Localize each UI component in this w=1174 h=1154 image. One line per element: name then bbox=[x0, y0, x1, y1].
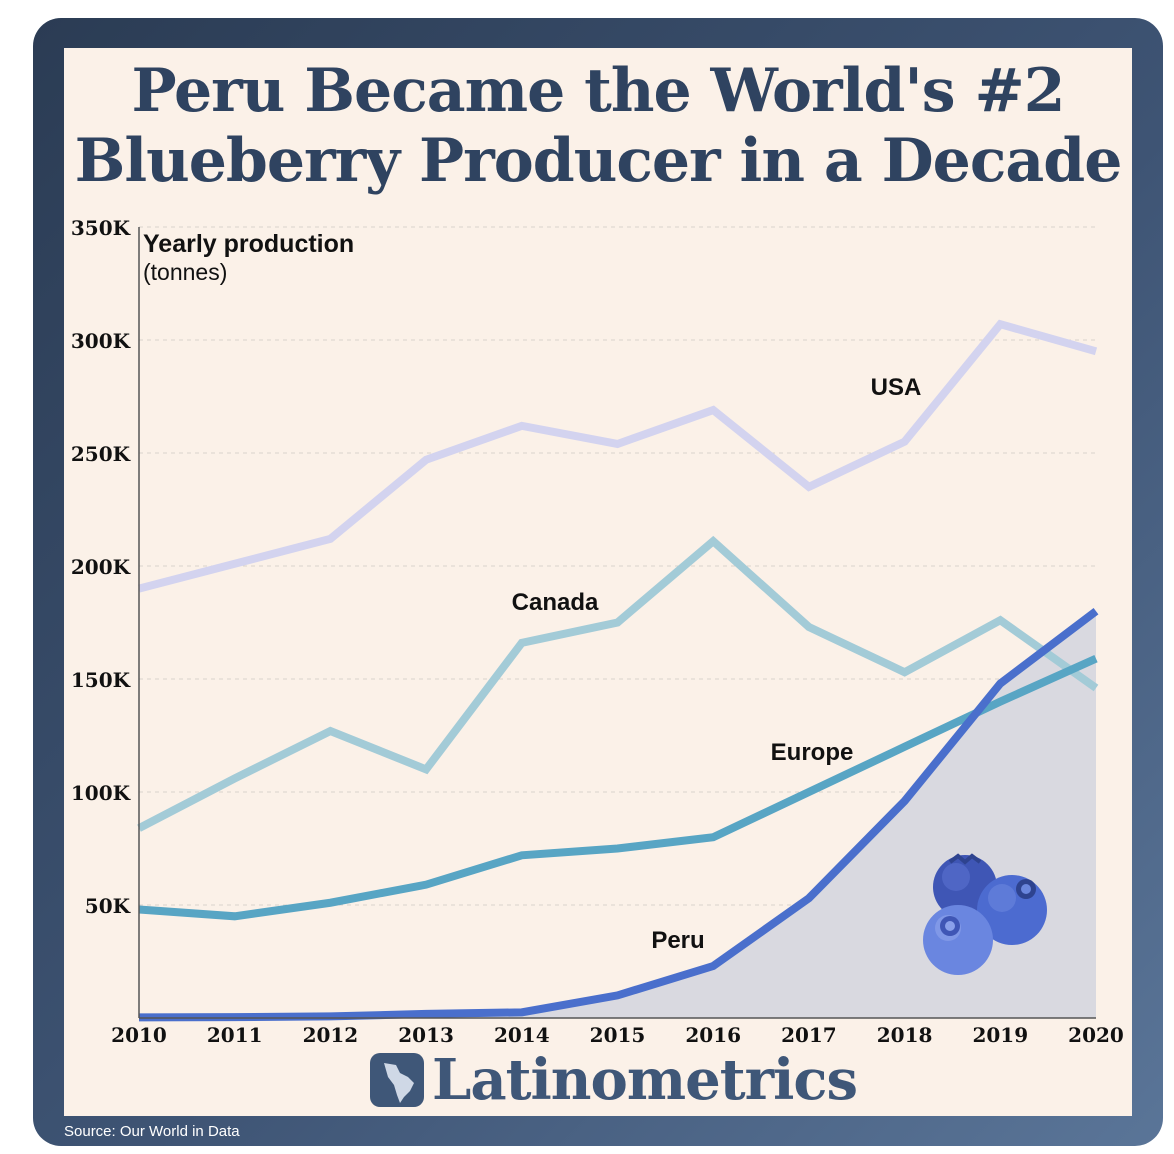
brand-name: Latinometrics bbox=[432, 1047, 858, 1113]
title-line-2: Blueberry Producer in a Decade bbox=[74, 126, 1123, 196]
x-tick-label: 2016 bbox=[685, 1023, 741, 1047]
series-line-peru bbox=[138, 608, 1099, 1022]
chart-title: Peru Became the World's #2 Blueberry Pro… bbox=[64, 56, 1132, 196]
peru-area bbox=[139, 611, 1096, 1018]
x-tick-label: 2020 bbox=[1068, 1023, 1124, 1047]
title-line-1: Peru Became the World's #2 bbox=[131, 56, 1066, 126]
x-tick-label: 2012 bbox=[303, 1023, 359, 1047]
y-tick-label: 100K bbox=[71, 781, 131, 805]
y-tick-label: 150K bbox=[71, 668, 131, 692]
x-tick-label: 2014 bbox=[494, 1023, 550, 1047]
x-tick-label: 2017 bbox=[781, 1023, 837, 1047]
series-label-usa: USA bbox=[871, 374, 922, 401]
y-tick-label: 300K bbox=[71, 329, 131, 353]
brand: Latinometrics bbox=[370, 1047, 858, 1113]
y-tick-label: 250K bbox=[71, 442, 131, 466]
y-tick-label: 200K bbox=[71, 555, 131, 579]
source-note: Source: Our World in Data bbox=[64, 1123, 240, 1140]
x-tick-label: 2018 bbox=[877, 1023, 933, 1047]
series-line-canada bbox=[137, 535, 1099, 832]
x-tick-labels: 2010 2011 2012 2013 2014 2015 2016 2017 2018 2019… bbox=[111, 1023, 1124, 1047]
series-label-europe: Europe bbox=[771, 739, 854, 766]
series-label-canada: Canada bbox=[512, 589, 599, 616]
x-tick-label: 2015 bbox=[590, 1023, 646, 1047]
axes bbox=[138, 227, 1096, 1019]
y-tick-label: 50K bbox=[85, 894, 131, 918]
y-axis-label: Yearly production bbox=[143, 230, 354, 258]
x-tick-label: 2013 bbox=[398, 1023, 454, 1047]
y-tick-labels: 50K 100K 150K 200K 250K 300K 350K bbox=[71, 216, 131, 918]
y-tick-label: 350K bbox=[71, 216, 131, 240]
peru-area-fill bbox=[139, 611, 1096, 1018]
series-label-peru: Peru bbox=[651, 927, 704, 954]
x-tick-label: 2011 bbox=[207, 1023, 263, 1047]
x-tick-label: 2010 bbox=[111, 1023, 167, 1047]
series-lines bbox=[137, 319, 1099, 1022]
x-tick-label: 2019 bbox=[972, 1023, 1028, 1047]
y-axis-unit: (tonnes) bbox=[143, 259, 227, 285]
blueberries-icon bbox=[923, 853, 1047, 975]
series-line-europe bbox=[138, 655, 1098, 921]
latin-america-map-icon bbox=[370, 1053, 424, 1107]
series-line-usa bbox=[137, 319, 1098, 593]
series-labels: USA Canada Europe Peru bbox=[512, 374, 922, 954]
